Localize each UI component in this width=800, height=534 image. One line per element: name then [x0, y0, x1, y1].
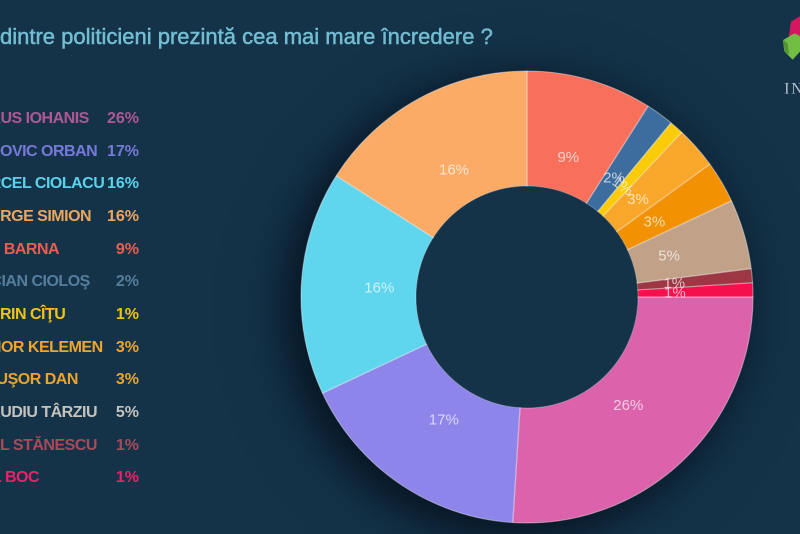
svg-text:1%: 1%	[663, 275, 685, 292]
svg-text:3%: 3%	[627, 191, 649, 208]
svg-text:3%: 3%	[644, 214, 666, 231]
svg-text:9%: 9%	[557, 149, 579, 166]
svg-text:17%: 17%	[429, 411, 459, 428]
svg-text:26%: 26%	[613, 397, 643, 414]
svg-text:5%: 5%	[658, 248, 680, 265]
svg-text:1%: 1%	[664, 284, 686, 301]
svg-text:16%: 16%	[439, 161, 469, 178]
svg-text:2%: 2%	[603, 169, 625, 186]
svg-text:16%: 16%	[364, 280, 394, 297]
svg-text:IN: IN	[784, 81, 800, 98]
